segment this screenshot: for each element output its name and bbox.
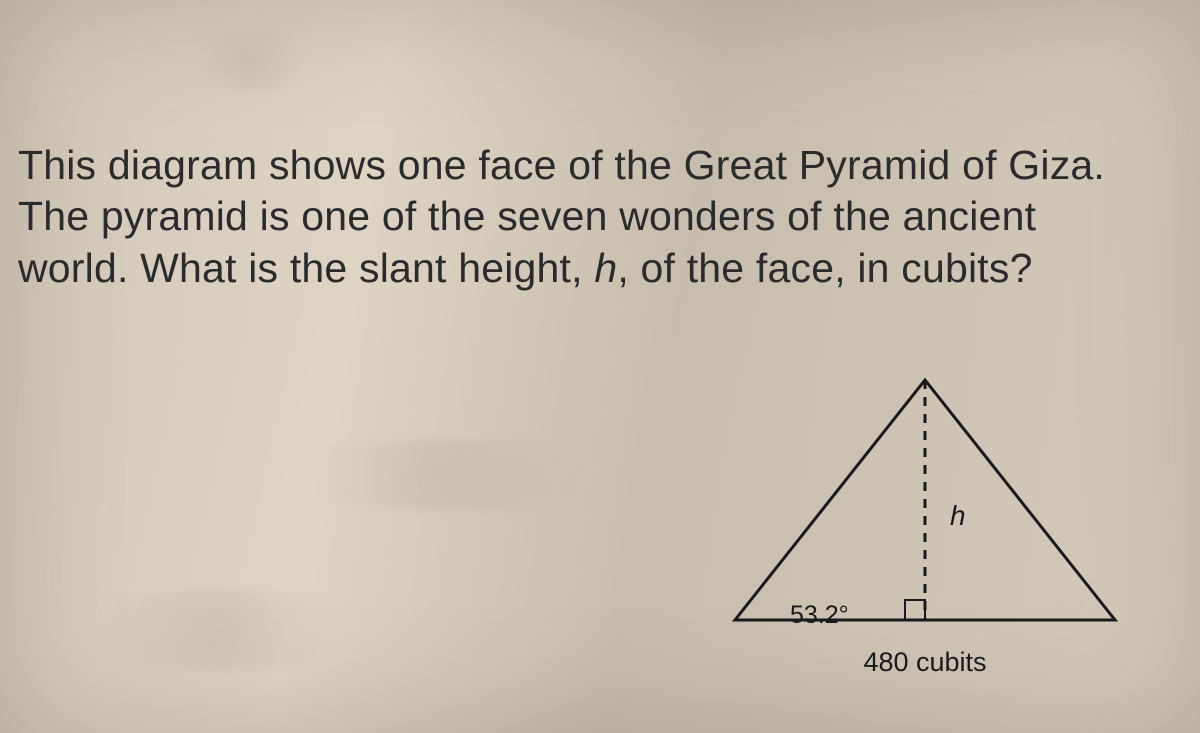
problem-line-3a: world. What is the slant height, [18, 245, 594, 291]
paper-smudge [260, 440, 640, 510]
height-label: h [950, 500, 966, 532]
worksheet-paper: This diagram shows one face of the Great… [0, 0, 1200, 733]
problem-line-1: This diagram shows one face of the Great… [18, 142, 1105, 188]
problem-line-2: The pyramid is one of the seven wonders … [18, 193, 1036, 239]
base-label: 480 cubits [715, 647, 1135, 678]
triangle-svg [715, 370, 1135, 690]
paper-smudge [60, 590, 380, 670]
paper-smudge [180, 30, 320, 90]
problem-line-3b: , of the face, in cubits? [617, 245, 1032, 291]
problem-variable-h: h [594, 245, 617, 291]
pyramid-face-diagram: h 53.2° 480 cubits [715, 370, 1135, 690]
angle-label: 53.2° [790, 601, 849, 630]
right-angle-marker [905, 600, 925, 620]
problem-statement: This diagram shows one face of the Great… [18, 140, 1190, 294]
